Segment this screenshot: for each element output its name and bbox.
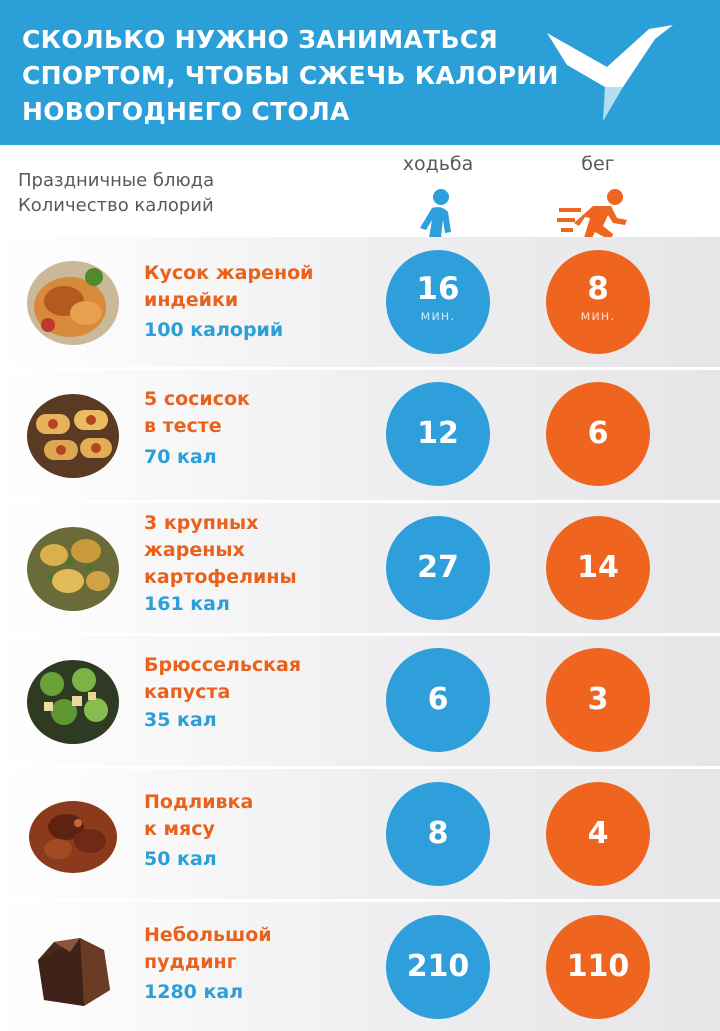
run-minutes: 6 [587, 416, 609, 451]
run-minutes-badge: 6 [546, 382, 650, 486]
minutes-unit: мин. [420, 309, 456, 324]
dish-name-line: индейки [144, 289, 239, 311]
dish-calories: 35 кал [144, 709, 217, 731]
dish-calories: 50 кал [144, 848, 217, 870]
run-minutes: 14 [577, 550, 619, 585]
dish-name: Подливка к мясу [144, 789, 354, 843]
pudding-icon [38, 938, 110, 1006]
column-header-dishes: Праздничные блюда Количество калорий [18, 168, 214, 218]
dish-name: 3 крупных жареных картофелины [144, 510, 354, 591]
run-minutes: 3 [587, 682, 609, 717]
roast-potatoes-icon [27, 527, 119, 611]
run-minutes-badge: 110 [546, 915, 650, 1019]
run-minutes: 8 [587, 271, 609, 307]
minutes-unit: мин. [580, 309, 616, 324]
table-row: Брюссельская капуста 35 кал 6 3 [0, 636, 720, 766]
walk-minutes-badge: 12 [386, 382, 490, 486]
dish-name-line: Брюссельская [144, 654, 302, 676]
dish-name-line: Небольшой [144, 924, 272, 946]
table-row: Подливка к мясу 50 кал 8 4 [0, 769, 720, 899]
walk-minutes-badge: 210 [386, 915, 490, 1019]
dish-name: Небольшой пуддинг [144, 922, 354, 976]
dish-name-line: Кусок жареной [144, 262, 314, 284]
table-row: Кусок жареной индейки 100 калорий 16 мин… [0, 237, 720, 367]
title-line-2: СПОРТОМ, ЧТОБЫ СЖЕЧЬ КАЛОРИИ [22, 61, 559, 90]
run-minutes-badge: 8 мин. [546, 250, 650, 354]
table-row: 3 крупных жареных картофелины 161 кал 27… [0, 503, 720, 633]
dish-name: Брюссельская капуста [144, 652, 354, 706]
title-line-1: СКОЛЬКО НУЖНО ЗАНИМАТЬСЯ [22, 25, 499, 54]
swallow-bird-logo [547, 25, 673, 121]
dish-name-line: жареных [144, 539, 245, 561]
walk-minutes: 6 [427, 682, 449, 717]
dish-name: 5 сосисок в тесте [144, 386, 354, 440]
meat-gravy-icon [29, 801, 117, 873]
dish-name-line: 5 сосисок [144, 388, 250, 410]
brussels-sprouts-icon [27, 660, 119, 744]
dish-calories: 161 кал [144, 593, 230, 615]
dish-name-line: в тесте [144, 415, 222, 437]
roast-turkey-icon [27, 261, 119, 345]
walk-minutes: 27 [417, 550, 459, 585]
dishes-label: Праздничные блюда [18, 170, 215, 191]
dish-name-line: капуста [144, 681, 231, 703]
calories-label: Количество калорий [18, 195, 214, 216]
run-minutes-badge: 3 [546, 648, 650, 752]
dish-calories: 70 кал [144, 446, 217, 468]
walk-minutes-badge: 27 [386, 516, 490, 620]
walk-minutes-badge: 8 [386, 782, 490, 886]
walk-label: ходьба [402, 153, 474, 175]
run-minutes: 110 [566, 949, 630, 984]
run-minutes-badge: 14 [546, 516, 650, 620]
header-banner: СКОЛЬКО НУЖНО ЗАНИМАТЬСЯ СПОРТОМ, ЧТОБЫ … [0, 0, 720, 145]
dish-calories: 100 калорий [144, 319, 284, 341]
table-row: Небольшой пуддинг 1280 кал 210 110 [0, 902, 720, 1031]
walk-minutes: 16 [416, 271, 460, 307]
page-title: СКОЛЬКО НУЖНО ЗАНИМАТЬСЯ СПОРТОМ, ЧТОБЫ … [22, 22, 559, 130]
walk-minutes: 8 [427, 816, 449, 851]
walk-minutes: 12 [417, 416, 459, 451]
dish-name: Кусок жареной индейки [144, 260, 354, 314]
dish-name-line: к мясу [144, 818, 215, 840]
table-row: 5 сосисок в тесте 70 кал 12 6 [0, 370, 720, 500]
run-minutes: 4 [587, 816, 609, 851]
dish-name-line: пуддинг [144, 951, 237, 973]
dish-name-line: 3 крупных [144, 512, 259, 534]
dish-name-line: Подливка [144, 791, 254, 813]
sausage-rolls-icon [27, 394, 119, 478]
walk-minutes-badge: 6 [386, 648, 490, 752]
dish-name-line: картофелины [144, 566, 297, 588]
walk-minutes: 210 [406, 949, 470, 984]
run-minutes-badge: 4 [546, 782, 650, 886]
run-label: бег [581, 153, 615, 175]
title-line-3: НОВОГОДНЕГО СТОЛА [22, 97, 350, 126]
walk-minutes-badge: 16 мин. [386, 250, 490, 354]
dish-calories: 1280 кал [144, 981, 244, 1003]
